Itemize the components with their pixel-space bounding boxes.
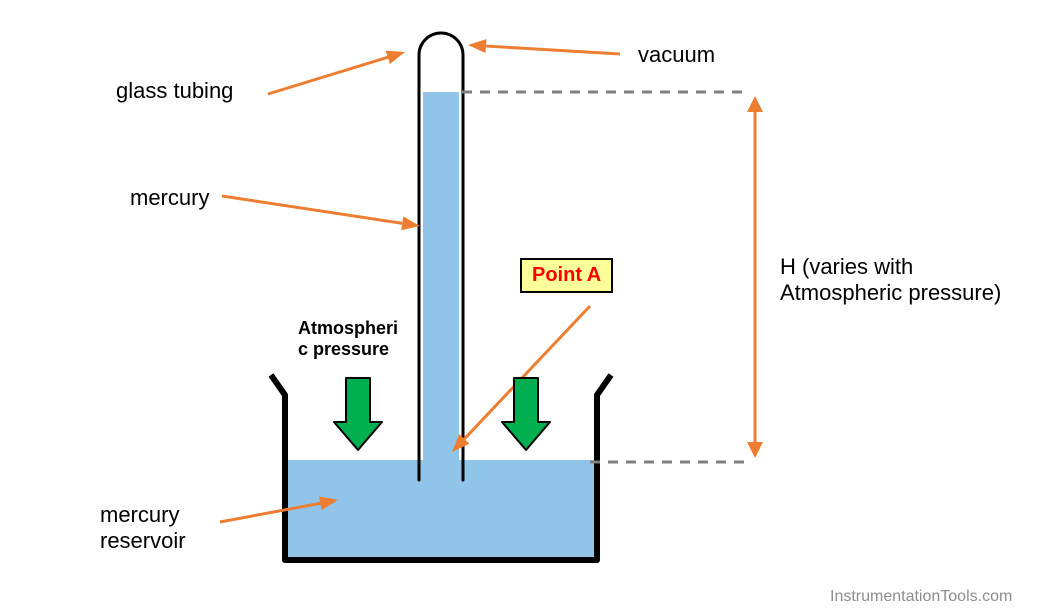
watermark: InstrumentationTools.com — [830, 588, 1012, 606]
label-mercury: mercury — [130, 185, 209, 211]
label-point-a: Point A — [520, 258, 613, 293]
label-height: H (varies with Atmospheric pressure) — [780, 254, 1001, 306]
label-atmospheric-pressure: Atmospheri c pressure — [298, 318, 398, 360]
label-mercury-reservoir: mercury reservoir — [100, 502, 186, 554]
label-vacuum: vacuum — [638, 42, 715, 68]
label-glass-tubing: glass tubing — [116, 78, 233, 104]
